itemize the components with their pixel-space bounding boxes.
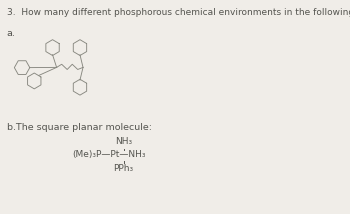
Text: a.: a. [7,29,16,38]
Text: (Me)₃P—Pt—NH₃: (Me)₃P—Pt—NH₃ [73,150,146,159]
Text: PPh₃: PPh₃ [114,164,134,173]
Text: NH₃: NH₃ [115,137,132,146]
Text: b.The square planar molecule:: b.The square planar molecule: [7,123,152,132]
Text: 3.  How many different phosphorous chemical environments in the following compou: 3. How many different phosphorous chemic… [7,8,350,17]
